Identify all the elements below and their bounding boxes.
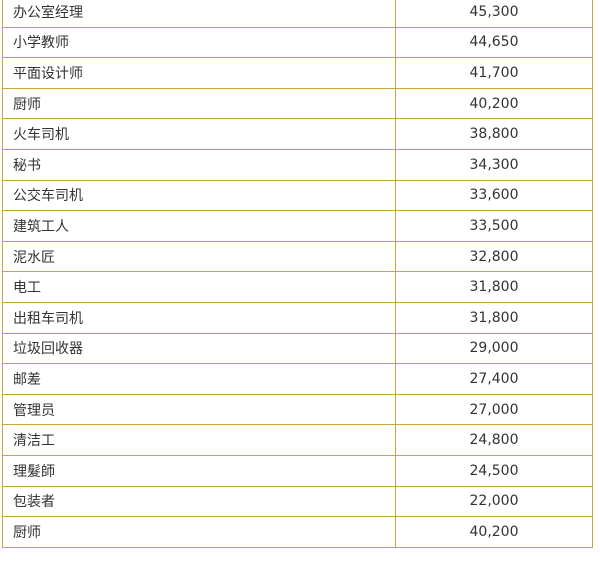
job-title-cell: 平面设计师 bbox=[2, 57, 396, 89]
job-title-cell: 办公室经理 bbox=[2, 0, 396, 28]
table-row: 厨师 40,200 bbox=[2, 87, 593, 120]
table-row: 建筑工人 33,500 bbox=[2, 210, 593, 242]
table-row: 小学教师 44,650 bbox=[2, 26, 593, 59]
salary-cell: 40,200 bbox=[395, 87, 593, 120]
salary-cell: 45,300 bbox=[395, 0, 593, 28]
table-row: 邮差 27,400 bbox=[2, 363, 593, 395]
job-title-cell: 电工 bbox=[2, 271, 396, 303]
table-row: 办公室经理 45,300 bbox=[2, 0, 593, 28]
salary-cell: 24,500 bbox=[395, 454, 593, 487]
job-title-cell: 包装者 bbox=[2, 485, 396, 518]
salary-cell: 27,400 bbox=[395, 363, 593, 395]
job-title-cell: 邮差 bbox=[2, 363, 396, 395]
table-row: 泥水匠 32,800 bbox=[2, 240, 593, 273]
table-row: 火车司机 38,800 bbox=[2, 118, 593, 150]
job-title-cell: 泥水匠 bbox=[2, 240, 396, 273]
table-row: 垃圾回收器 29,000 bbox=[2, 332, 593, 365]
job-title-cell: 秘书 bbox=[2, 148, 396, 181]
salary-cell: 44,650 bbox=[395, 26, 593, 59]
job-title-cell: 出租车司机 bbox=[2, 301, 396, 334]
job-title-cell: 公交车司机 bbox=[2, 179, 396, 212]
job-title-cell: 火车司机 bbox=[2, 118, 396, 150]
table-row: 公交车司机 33,600 bbox=[2, 179, 593, 212]
salary-table: 办公室经理 45,300 小学教师 44,650 平面设计师 41,700 厨师 40,200… bbox=[2, 0, 593, 548]
job-title-cell: 清洁工 bbox=[2, 424, 396, 456]
salary-cell: 40,200 bbox=[395, 516, 593, 548]
salary-cell: 24,800 bbox=[395, 424, 593, 456]
salary-cell: 38,800 bbox=[395, 118, 593, 150]
job-title-cell: 垃圾回收器 bbox=[2, 332, 396, 365]
table-row: 电工 31,800 bbox=[2, 271, 593, 303]
salary-cell: 33,600 bbox=[395, 179, 593, 212]
table-row: 秘书 34,300 bbox=[2, 148, 593, 181]
table-row: 清洁工 24,800 bbox=[2, 424, 593, 456]
table-row: 出租车司机 31,800 bbox=[2, 301, 593, 334]
salary-cell: 33,500 bbox=[395, 210, 593, 242]
table-row: 管理员 27,000 bbox=[2, 393, 593, 426]
salary-cell: 31,800 bbox=[395, 301, 593, 334]
table-row: 厨师 40,200 bbox=[2, 516, 593, 548]
table-row: 包装者 22,000 bbox=[2, 485, 593, 518]
table-row: 理髮師 24,500 bbox=[2, 454, 593, 487]
salary-cell: 31,800 bbox=[395, 271, 593, 303]
table-row: 平面设计师 41,700 bbox=[2, 57, 593, 89]
job-title-cell: 厨师 bbox=[2, 516, 396, 548]
salary-cell: 27,000 bbox=[395, 393, 593, 426]
salary-cell: 22,000 bbox=[395, 485, 593, 518]
salary-cell: 32,800 bbox=[395, 240, 593, 273]
salary-cell: 41,700 bbox=[395, 57, 593, 89]
salary-cell: 29,000 bbox=[395, 332, 593, 365]
job-title-cell: 厨师 bbox=[2, 87, 396, 120]
job-title-cell: 建筑工人 bbox=[2, 210, 396, 242]
job-title-cell: 管理员 bbox=[2, 393, 396, 426]
job-title-cell: 理髮師 bbox=[2, 454, 396, 487]
salary-cell: 34,300 bbox=[395, 148, 593, 181]
job-title-cell: 小学教师 bbox=[2, 26, 396, 59]
